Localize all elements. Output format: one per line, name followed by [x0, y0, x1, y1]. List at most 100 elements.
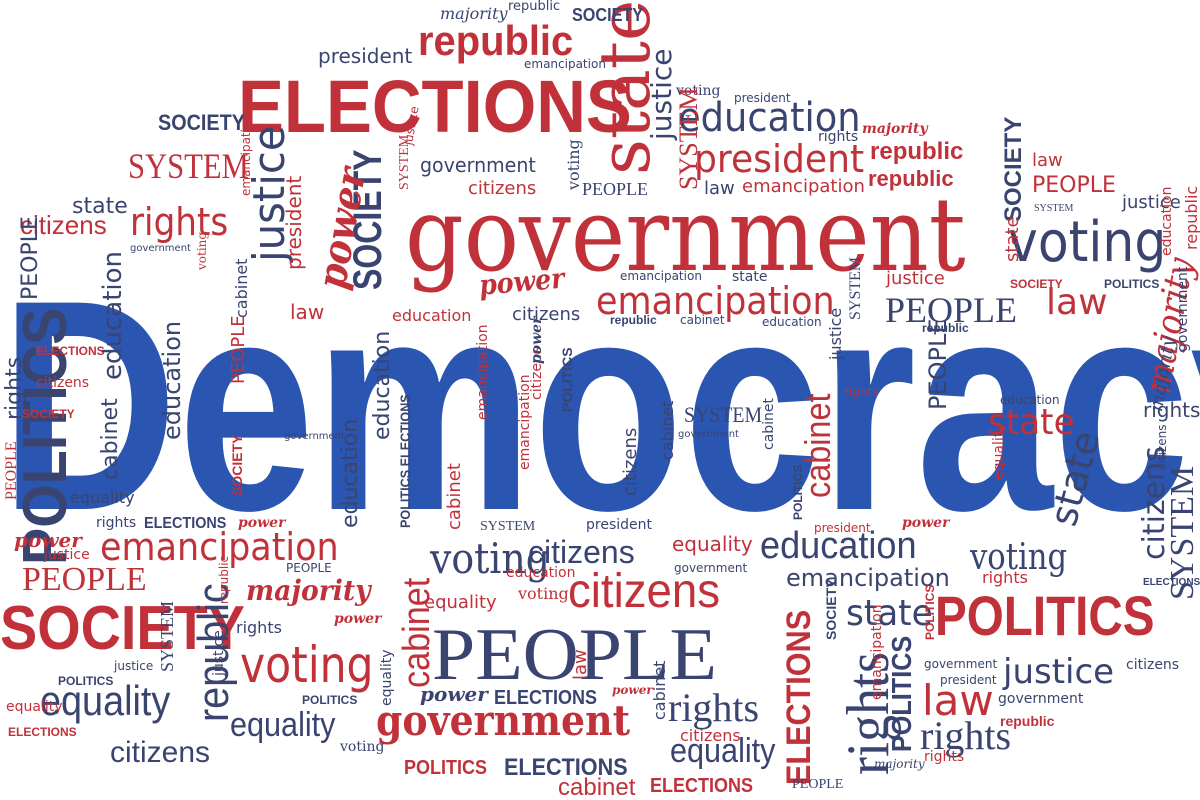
cloud-word: republic	[508, 0, 561, 14]
cloud-word: ELECTIONS	[1143, 577, 1200, 588]
cloud-word: government	[674, 561, 748, 575]
cloud-word: POLITICS	[886, 635, 917, 752]
cloud-word: education	[678, 95, 861, 141]
cloud-word: SOCIETY	[572, 5, 644, 25]
cloud-word: majority	[862, 121, 928, 137]
cloud-word: rights	[844, 385, 879, 399]
cloud-word: voting	[430, 534, 550, 583]
cloud-word: republic	[868, 166, 954, 191]
cloud-word: PEOPLE	[18, 216, 43, 300]
cloud-word: justice	[826, 307, 845, 360]
cloud-word: majority	[246, 574, 371, 607]
cloud-word: law	[1046, 282, 1108, 323]
cloud-word: PEOPLE	[792, 777, 844, 792]
cloud-word: equality	[424, 592, 497, 613]
cloud-word: justice	[211, 630, 227, 676]
cloud-word: republic	[217, 555, 231, 604]
cloud-word: emancipation	[524, 57, 606, 71]
cloud-word: justice	[1003, 652, 1115, 692]
cloud-word: republic	[870, 138, 964, 165]
cloud-word: state	[846, 593, 933, 634]
cloud-word: justice	[886, 268, 945, 289]
cloud-word: education	[392, 306, 472, 325]
cloud-word: government	[130, 243, 191, 254]
cloud-word: education	[762, 315, 822, 329]
cloud-word: education	[506, 565, 576, 581]
cloud-word: POLITICS	[1104, 277, 1160, 291]
cloud-word: PEOPLE	[582, 179, 649, 199]
cloud-word: government	[998, 691, 1084, 707]
cloud-word: PEOPLE	[22, 561, 147, 598]
cloud-word: SYSTEM	[847, 256, 864, 320]
cloud-word: law	[922, 676, 994, 725]
cloud-word: ELECTIONS	[650, 775, 754, 797]
cloud-word: Democracy	[0, 237, 1200, 573]
cloud-word: republic	[418, 17, 574, 64]
cloud-word: rights	[924, 749, 965, 765]
cloud-word: equality	[230, 706, 336, 744]
cloud-word: ELECTIONS	[238, 65, 632, 148]
cloud-word: voting	[676, 83, 721, 99]
cloud-word: POLITICS	[58, 674, 114, 688]
cloud-word: POLITICS	[935, 584, 1155, 647]
cloud-word: equality	[40, 677, 171, 724]
cloud-word: voting	[240, 636, 374, 694]
cloud-word: SOCIETY	[229, 434, 245, 496]
cloud-word: president	[318, 44, 413, 68]
cloud-word: emancipation	[100, 525, 339, 569]
cloud-word: cabinet	[797, 393, 838, 498]
cloud-word: republic	[1182, 185, 1200, 250]
cloud-word: power	[238, 515, 286, 531]
cloud-word: emancipation	[869, 604, 885, 700]
cloud-word: power	[14, 528, 82, 552]
cloud-word: justice	[44, 547, 90, 563]
cloud-word: emancipation	[620, 269, 702, 283]
cloud-word: SYSTEM	[1034, 203, 1074, 214]
cloud-word: rights	[920, 713, 1012, 758]
cloud-word: citizens	[680, 726, 741, 745]
cloud-word: SYSTEM	[480, 519, 536, 534]
cloud-word: POLITICS	[404, 757, 488, 779]
cloud-word: government	[405, 176, 966, 295]
cloud-word: rights	[982, 568, 1028, 587]
cloud-word: state	[1002, 216, 1023, 262]
cloud-word: citizens	[110, 736, 211, 769]
cloud-word: justice	[114, 659, 154, 673]
cloud-word: president	[940, 673, 997, 687]
cloud-word: republic	[610, 313, 657, 327]
cloud-word: SYSTEM	[1164, 465, 1200, 600]
cloud-word: voting	[518, 584, 569, 603]
cloud-word: voting	[1008, 210, 1167, 275]
cloud-word: PEOPLE	[885, 290, 1018, 330]
cloud-word: education	[370, 330, 395, 440]
cloud-word: emancipation	[596, 279, 835, 323]
cloud-word: education	[760, 525, 917, 567]
cloud-word: majority	[440, 4, 508, 23]
cloud-word: rights	[96, 515, 137, 531]
cloud-word: republic	[1000, 713, 1055, 729]
cloud-word: citizens	[1155, 424, 1169, 470]
cloud-word: PEOPLE	[286, 561, 332, 575]
cloud-word: PEOPLE	[228, 315, 249, 384]
cloud-word: ELECTIONS	[8, 725, 77, 739]
cloud-word: SYSTEM	[157, 600, 177, 672]
cloud-word: equality	[991, 423, 1007, 480]
cloud-word: cabinet	[680, 313, 725, 327]
cloud-word: education	[158, 320, 186, 440]
cloud-word: education	[1000, 393, 1060, 407]
cloud-word: president	[694, 137, 865, 181]
cloud-word: ELECTIONS	[504, 754, 628, 781]
cloud-word: government	[420, 153, 536, 177]
cloud-word: equality	[6, 699, 63, 715]
cloud-word: power	[529, 316, 545, 364]
cloud-word: cabinet	[761, 397, 777, 450]
cloud-word: SOCIETY	[1000, 116, 1027, 222]
cloud-word: voting	[564, 139, 583, 190]
cloud-word: ELECTIONS	[780, 609, 818, 785]
cloud-word: citizens	[468, 178, 537, 199]
cloud-word: SOCIETY	[22, 407, 75, 421]
cloud-word: law	[290, 300, 325, 324]
cloud-word: power	[902, 515, 950, 531]
cloud-word: ELECTIONS	[494, 687, 598, 709]
cloud-word: government	[924, 657, 998, 671]
